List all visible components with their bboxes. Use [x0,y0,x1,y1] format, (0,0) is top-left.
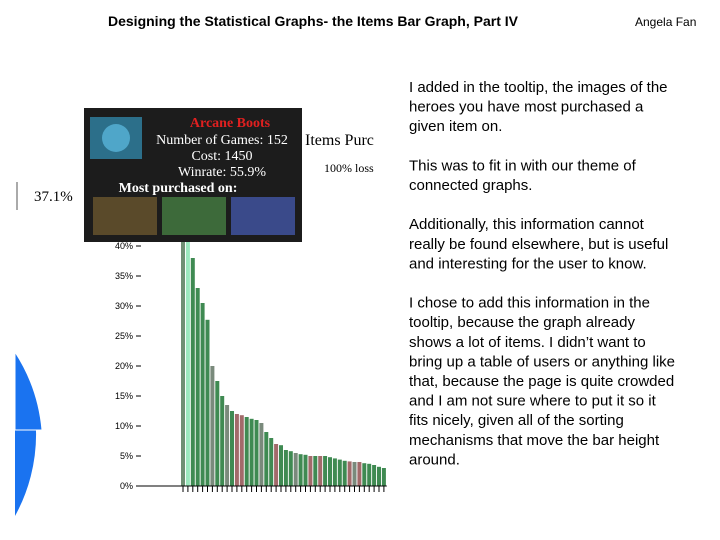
author: Angela Fan [635,15,696,29]
bar [210,366,215,486]
text-line: that, because the page is quite crowded [409,373,674,390]
loss-label: 100% loss [324,161,374,175]
bar [288,451,293,486]
bar [337,459,342,486]
hero-image [93,197,157,235]
y-tick-label: 10% [115,421,133,431]
pie-slice [14,350,43,431]
bar [259,423,264,486]
bar [323,456,328,486]
item-image-detail [102,124,130,152]
y-tick-label: 25% [115,331,133,341]
text-line: This was to fit in with our theme of [409,157,637,174]
bar [185,198,190,486]
bar [274,444,279,486]
bar [220,396,225,486]
bar [225,405,230,486]
hero-image [162,197,226,235]
bar [269,438,274,486]
bar [244,417,249,486]
y-tick-label: 15% [115,391,133,401]
body-text: I added in the tooltip, the images of th… [409,79,675,468]
y-tick-label: 0% [120,481,133,491]
bar [308,456,313,486]
y-tick-label: 20% [115,361,133,371]
y-tick-label: 40% [115,241,133,251]
bar [381,468,386,486]
bar-chart: 0% 5% 10% 15% 20% 25% 30% 35% 40% [115,198,387,492]
text-line: shows a lot of items. I didn’t want to [409,334,646,351]
bar [298,454,303,486]
bar [313,456,318,486]
bar [181,198,185,486]
bar [190,258,195,486]
text-line: tooltip, because the graph already [409,314,635,331]
text-line: and interesting for the user to know. [409,255,647,272]
bar [283,450,288,486]
bar [367,463,372,486]
bar [200,303,205,486]
tooltip-games: Number of Games: 152 [156,133,288,148]
bar [318,456,323,486]
bar [195,288,200,486]
bar [264,432,269,486]
bar [254,420,259,486]
y-tick-label: 5% [120,451,133,461]
hero-image [231,197,295,235]
bar [372,465,377,486]
bar [377,466,381,486]
bar [293,453,298,486]
side-value: 37.1% [34,189,73,205]
bar [230,411,234,486]
slide-title: Designing the Statistical Graphs- the It… [108,13,519,29]
tooltip-winrate: Winrate: 55.9% [178,165,266,180]
tooltip-heading: Most purchased on: [119,181,238,196]
bar [205,319,210,486]
y-tick-label: 30% [115,301,133,311]
bar [303,454,308,486]
bar [357,462,362,486]
text-line: mechanisms that move the bar height [409,432,660,449]
text-line: I added in the tooltip, the images of th… [409,79,668,96]
text-line: really be found elsewhere, but is useful [409,236,668,253]
bar [249,418,254,486]
text-line: I chose to add this information in the [409,295,650,312]
tooltip-cost: Cost: 1450 [191,149,252,164]
bar [239,415,244,486]
text-line: around. [409,451,460,468]
text-line: and I am not sure where to put it so it [409,393,657,410]
bar [234,414,239,486]
bar [332,458,337,486]
chart-heading: Items Purc [305,132,374,149]
text-line: heroes you have most purchased a [409,99,644,116]
y-tick-label: 35% [115,271,133,281]
text-line: Additionally, this information cannot [409,216,645,233]
bar [352,462,357,486]
bar [215,381,220,486]
text-line: given item on. [409,118,502,135]
bar [328,457,332,486]
tooltip-item: Arcane Boots [190,116,271,131]
bar [362,463,367,486]
text-line: bring up a table of users or anything li… [409,353,675,370]
bar [342,460,347,486]
bar [347,461,352,486]
tooltip: Arcane Boots Number of Games: 152 Cost: … [84,108,302,242]
text-line: connected graphs. [409,177,532,194]
bar [279,445,283,486]
text-line: fits nicely, given all of the sorting [409,412,624,429]
